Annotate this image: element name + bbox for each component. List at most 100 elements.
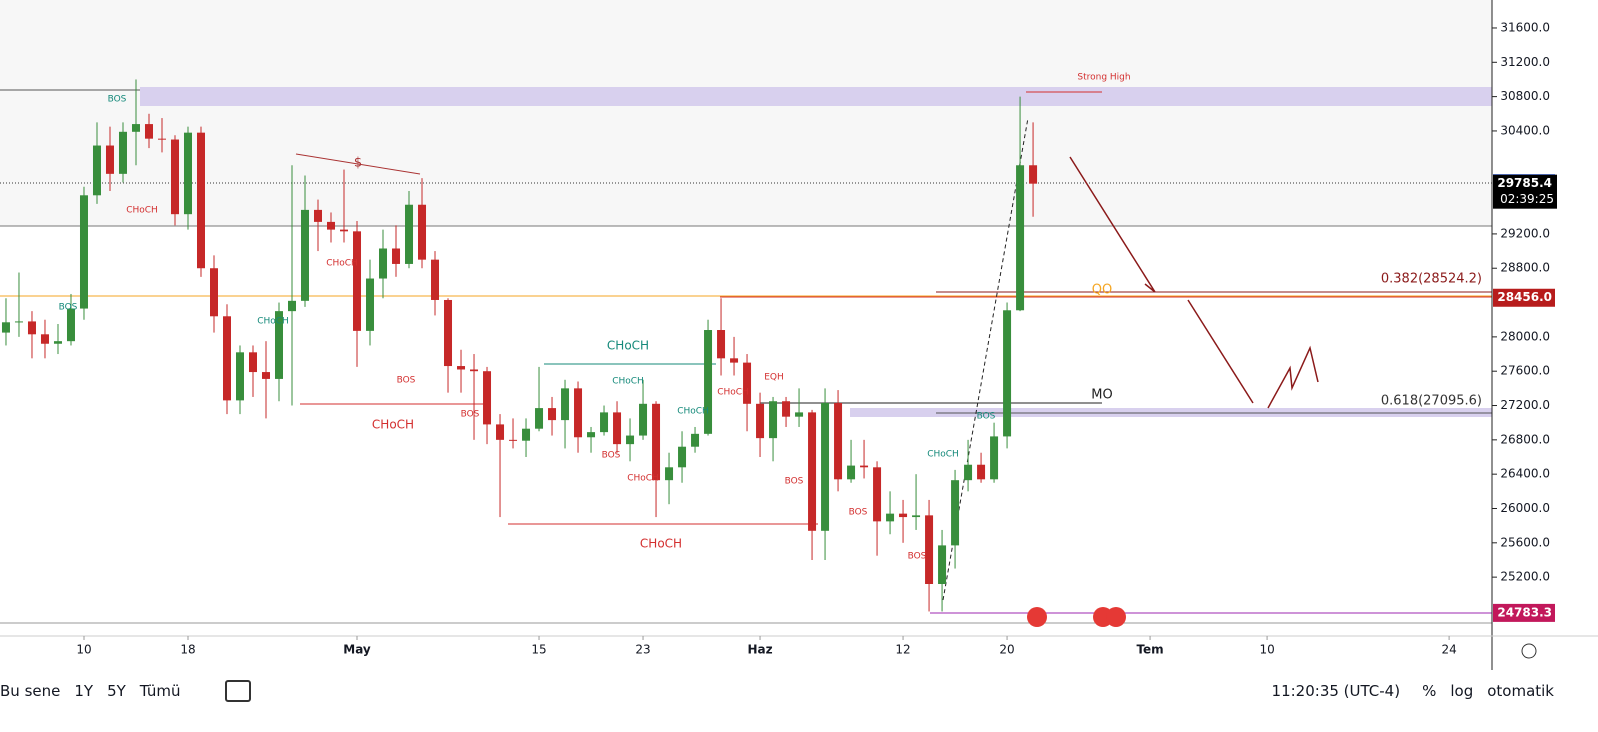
candle-body (873, 467, 882, 522)
supply-zone (140, 87, 1492, 106)
option-button[interactable]: log (1450, 682, 1474, 700)
candle-body (821, 402, 830, 531)
candle-body (392, 248, 401, 264)
annotation: Strong High (1077, 73, 1130, 83)
candle-body (639, 403, 648, 436)
y-tick-label: 26400.0 (1500, 467, 1550, 481)
event-icon[interactable] (1106, 607, 1126, 627)
candle-body (509, 439, 518, 441)
candle-body (730, 358, 739, 363)
candle-body (431, 259, 440, 300)
candle-body (834, 402, 843, 480)
y-tick-label: 31200.0 (1500, 55, 1550, 69)
annotation: BOS (108, 95, 127, 105)
candle-body (405, 204, 414, 264)
candle-body (366, 278, 375, 331)
candle-body (301, 209, 310, 301)
candle-body (925, 515, 934, 585)
x-tick-label: 12 (895, 643, 910, 657)
annotation: 0.382(28524.2) (1381, 272, 1482, 287)
candle-body (157, 138, 166, 140)
candle-body (756, 403, 765, 439)
annotation: BOS (461, 410, 480, 420)
candle-body (66, 308, 75, 342)
toolbar: Bu sene 1Y 5Y Tümü 11:20:35 (UTC-4) % lo… (0, 670, 1598, 712)
candle-body (899, 513, 908, 518)
annotation: CHoCH (927, 450, 959, 460)
annotation: CHoCH (372, 418, 414, 432)
candle-body (587, 432, 596, 438)
candle-body (691, 433, 700, 447)
candle-body (196, 132, 205, 269)
x-tick-label: 10 (1259, 643, 1274, 657)
annotation: CHoCH (640, 537, 682, 551)
arrow (1187, 299, 1254, 404)
candle-body (522, 428, 531, 441)
range-button[interactable]: 5Y (107, 682, 126, 700)
candle-body (288, 300, 297, 312)
y-tick-label: 29200.0 (1500, 226, 1550, 240)
candle-body (144, 124, 153, 139)
annotation: MO (1091, 388, 1112, 403)
annotation: CHoCH (612, 377, 644, 387)
y-tick-label: 28000.0 (1500, 329, 1550, 343)
price-label-bg (1493, 603, 1555, 622)
annotation: CHoCH (677, 407, 709, 417)
candle-body (1003, 310, 1012, 437)
option-button[interactable]: % (1422, 682, 1437, 700)
candle-body (327, 221, 336, 230)
candle-body (379, 248, 388, 279)
annotation: CHoCH (627, 474, 659, 484)
candle-body (53, 341, 62, 344)
y-tick-label: 27600.0 (1500, 364, 1550, 378)
candle-body (275, 311, 284, 379)
candle-body (795, 412, 804, 417)
arrow (1267, 345, 1319, 409)
candle-body (353, 231, 362, 331)
candle-body (470, 369, 479, 372)
candle-body (40, 334, 49, 344)
candle-body (964, 464, 973, 481)
candle-body (977, 464, 986, 480)
zone-shade (0, 0, 1492, 226)
candle-body (860, 465, 869, 468)
annotation: BOS (59, 303, 78, 313)
dashed-line (942, 117, 1029, 601)
annotation: BOS (849, 508, 868, 518)
range-button[interactable]: Tümü (139, 682, 181, 700)
y-tick-label: 25200.0 (1500, 570, 1550, 584)
x-tick-label: 23 (635, 643, 650, 657)
candle-body (600, 412, 609, 433)
last-price-bg (1493, 174, 1557, 209)
candle-body (912, 515, 921, 518)
candle-body (990, 436, 999, 480)
annotation: CHoCH (126, 206, 158, 216)
annotation: 0.618(27095.6) (1381, 394, 1482, 409)
candle-body (717, 330, 726, 359)
candle-body (118, 131, 127, 174)
option-button[interactable]: otomatik (1487, 682, 1554, 700)
price-label: 28456.0 (1497, 290, 1552, 304)
range-button[interactable]: Bu sene (0, 682, 61, 700)
price-label-bg (1493, 288, 1555, 307)
annotation: BOS (908, 552, 927, 562)
annotation: CHoCH (326, 259, 358, 269)
y-tick-label: 30800.0 (1500, 89, 1550, 103)
clock: 11:20:35 (UTC-4) (1271, 682, 1401, 700)
candle-body (1016, 165, 1025, 311)
candle-body (222, 316, 231, 401)
range-button[interactable]: 1Y (74, 682, 94, 700)
candle-body (678, 446, 687, 468)
settings-icon[interactable] (1521, 643, 1537, 659)
candle-body (1029, 165, 1038, 184)
candle-body (483, 371, 492, 425)
annotation: CHoCH (717, 388, 749, 398)
annotations: Strong High BOS CHoCH BOS $ CHoCH CHoCH … (59, 73, 1482, 562)
candle-body (457, 366, 466, 370)
date-range-icon[interactable] (224, 680, 251, 702)
event-icon[interactable] (1027, 607, 1047, 627)
candle-body (496, 424, 505, 440)
candle-body (92, 145, 101, 196)
candle-body (262, 372, 271, 379)
